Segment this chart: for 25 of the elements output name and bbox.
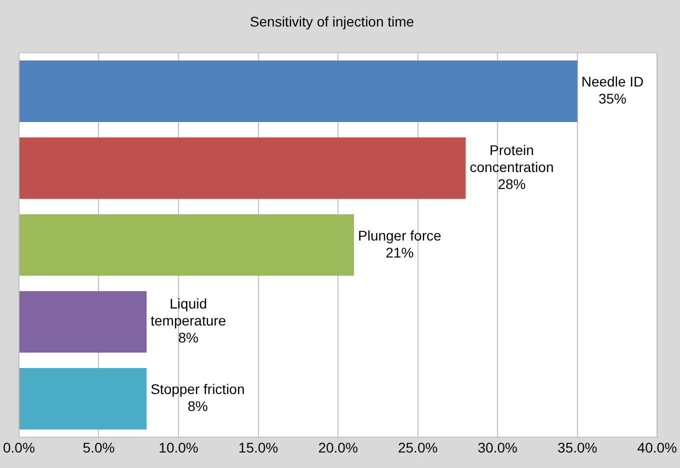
bar <box>19 368 147 430</box>
bar <box>19 60 578 122</box>
y-tick-label: Plunger force <box>358 227 442 244</box>
x-tick-label: 5.0% <box>82 439 115 456</box>
data-label: 8% <box>188 398 208 414</box>
bar <box>19 291 147 353</box>
data-label: 21% <box>386 244 414 260</box>
chart-title: Sensitivity of injection time <box>250 13 414 30</box>
data-label: 28% <box>498 176 526 192</box>
data-label: 8% <box>178 330 198 346</box>
x-tick-label: 25.0% <box>398 439 438 456</box>
y-tick-label: Protein concentration <box>470 142 554 175</box>
bar <box>19 214 354 276</box>
bar <box>19 137 466 199</box>
x-tick-label: 30.0% <box>478 439 518 456</box>
y-tick-label: Stopper friction <box>150 381 245 398</box>
data-label: 35% <box>598 90 627 107</box>
x-tick-label: 35.0% <box>558 439 598 456</box>
x-tick-label: 10.0% <box>158 439 198 456</box>
x-tick-label: 0.0% <box>2 439 35 456</box>
x-tick-label: 20.0% <box>318 439 358 456</box>
y-tick-label: Needle ID <box>581 74 644 90</box>
x-tick-label: 40.0% <box>637 439 678 456</box>
x-tick-label: 15.0% <box>238 439 278 456</box>
y-tick-label: Liquid temperature <box>150 296 226 329</box>
